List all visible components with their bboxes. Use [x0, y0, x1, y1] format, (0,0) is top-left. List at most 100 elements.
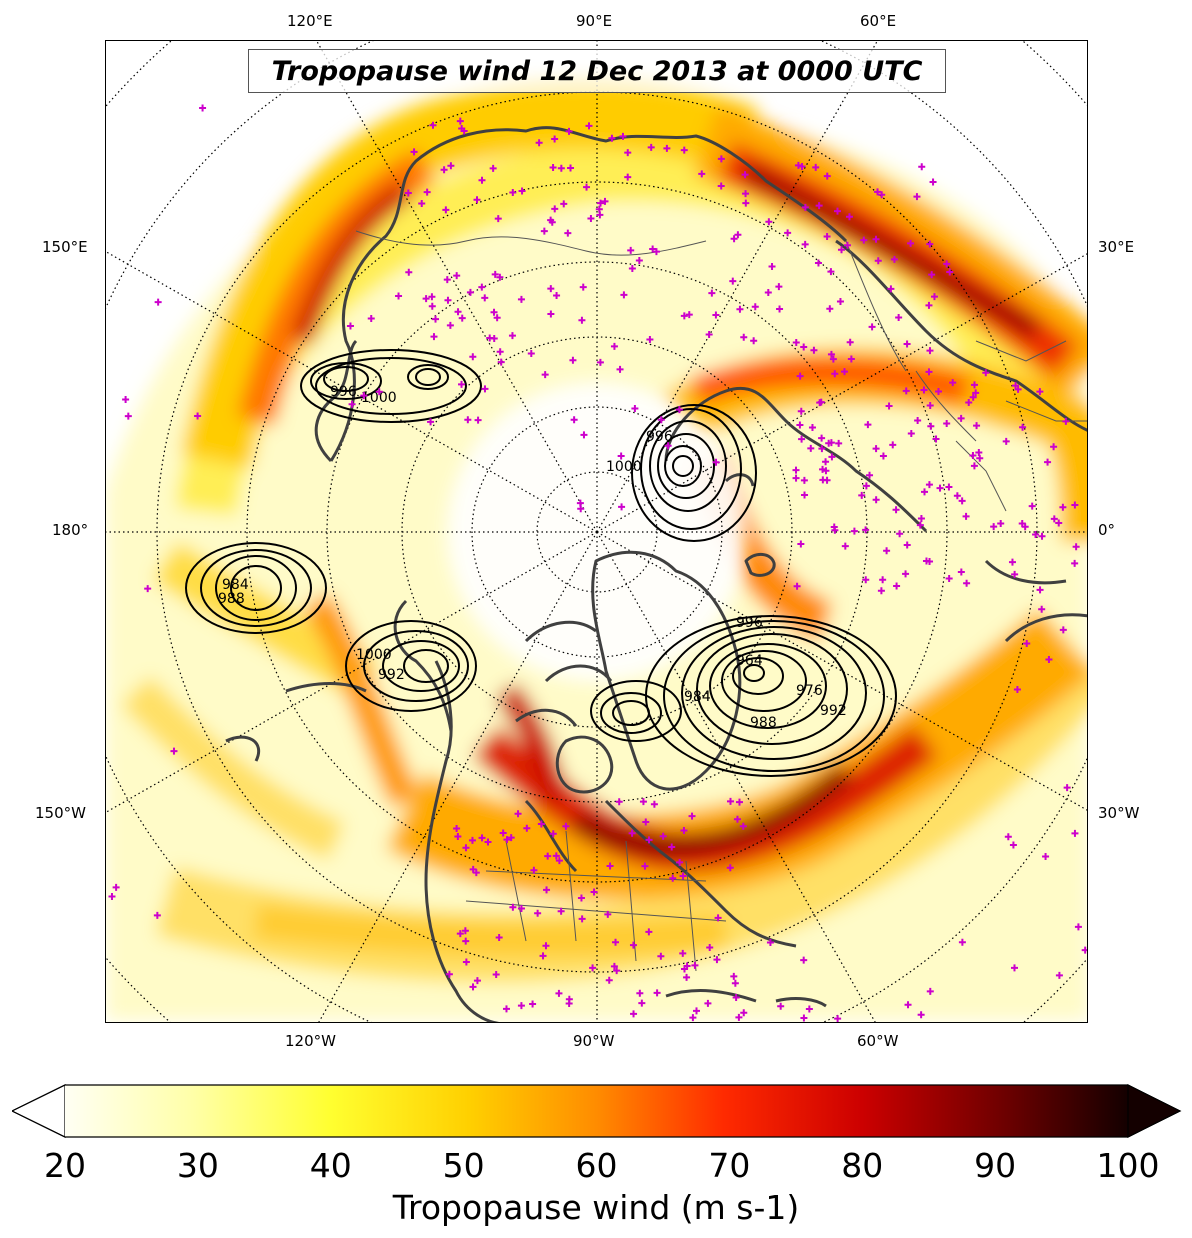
station-marker — [617, 452, 625, 460]
station-marker — [958, 497, 966, 505]
colorbar-tick-label: 100 — [1096, 1146, 1160, 1185]
station-marker — [879, 452, 887, 460]
station-marker — [503, 836, 511, 844]
station-marker — [835, 439, 843, 447]
station-marker — [194, 412, 202, 420]
station-marker — [969, 393, 977, 401]
station-marker — [679, 872, 687, 880]
station-marker — [917, 1011, 925, 1019]
station-marker — [680, 965, 688, 973]
station-marker — [567, 164, 575, 172]
station-marker — [629, 941, 637, 949]
borders — [355, 230, 1087, 972]
station-marker — [539, 952, 547, 960]
station-marker — [422, 295, 430, 303]
contour-label: 996 — [646, 429, 673, 445]
contour-label: 988 — [750, 715, 777, 731]
station-marker — [557, 164, 565, 172]
station-marker — [549, 164, 557, 172]
station-marker — [497, 358, 505, 366]
station-marker — [997, 520, 1005, 528]
station-marker — [478, 176, 486, 184]
station-marker — [903, 340, 911, 348]
station-marker — [1012, 382, 1020, 390]
station-marker — [492, 971, 500, 979]
station-marker — [453, 824, 461, 832]
station-marker — [904, 1001, 912, 1009]
station-marker — [580, 431, 588, 439]
station-marker — [902, 570, 910, 578]
station-marker — [714, 914, 722, 922]
station-marker — [893, 582, 901, 590]
station-marker — [827, 350, 835, 358]
polar-stereographic-map: 996 1000 984 988 992 1000 996 964 976 98… — [106, 41, 1087, 1022]
station-marker — [926, 240, 934, 248]
station-marker — [843, 241, 851, 249]
station-marker — [816, 399, 824, 407]
station-marker — [509, 903, 517, 911]
station-marker — [680, 312, 688, 320]
station-marker — [860, 236, 868, 244]
station-marker — [618, 503, 626, 511]
contour-label: 1000 — [361, 390, 397, 406]
station-marker — [1009, 841, 1017, 849]
station-marker — [570, 416, 578, 424]
station-marker — [822, 458, 830, 466]
station-marker — [1050, 443, 1058, 451]
station-marker — [663, 144, 671, 152]
station-marker — [965, 399, 973, 407]
station-marker — [887, 285, 895, 293]
station-marker — [122, 396, 130, 404]
station-marker — [547, 285, 555, 293]
station-marker — [428, 293, 436, 301]
station-marker — [462, 937, 470, 945]
station-marker — [928, 271, 936, 279]
station-marker — [428, 302, 436, 310]
station-marker — [784, 229, 792, 237]
station-marker — [565, 127, 573, 135]
lon-label-top: 60°E — [860, 12, 897, 30]
station-marker — [712, 311, 720, 319]
station-marker — [527, 350, 535, 358]
station-marker — [740, 1009, 748, 1017]
station-marker — [1081, 946, 1087, 954]
station-marker — [828, 453, 836, 461]
station-marker — [801, 240, 809, 248]
station-marker — [805, 1005, 813, 1013]
station-marker — [868, 323, 876, 331]
station-marker — [659, 832, 667, 840]
station-marker — [926, 347, 934, 355]
station-marker — [878, 191, 886, 199]
station-marker — [154, 298, 162, 306]
station-marker — [627, 246, 635, 254]
station-marker — [913, 193, 921, 201]
station-marker — [583, 183, 591, 191]
station-marker — [739, 822, 747, 830]
station-marker — [742, 199, 750, 207]
station-marker — [636, 989, 644, 997]
station-marker — [827, 268, 835, 276]
station-marker — [442, 206, 450, 214]
station-marker — [830, 523, 838, 531]
station-marker — [108, 892, 116, 900]
station-marker — [410, 148, 418, 156]
station-marker — [529, 1000, 537, 1008]
station-marker — [943, 420, 951, 428]
station-marker — [645, 836, 653, 844]
station-marker — [896, 530, 904, 538]
station-marker — [797, 407, 805, 415]
station-marker — [1014, 385, 1022, 393]
station-marker — [679, 949, 687, 957]
station-marker — [587, 214, 595, 222]
station-marker — [907, 429, 915, 437]
station-marker — [518, 187, 526, 195]
station-marker — [652, 248, 660, 256]
station-marker — [973, 422, 981, 430]
station-marker — [481, 385, 489, 393]
station-marker — [375, 388, 383, 396]
station-marker — [1038, 532, 1046, 540]
colorbar-gradient — [65, 1085, 1128, 1137]
lon-label-right: 0° — [1098, 521, 1116, 539]
station-marker — [1044, 458, 1052, 466]
station-marker — [496, 348, 504, 356]
